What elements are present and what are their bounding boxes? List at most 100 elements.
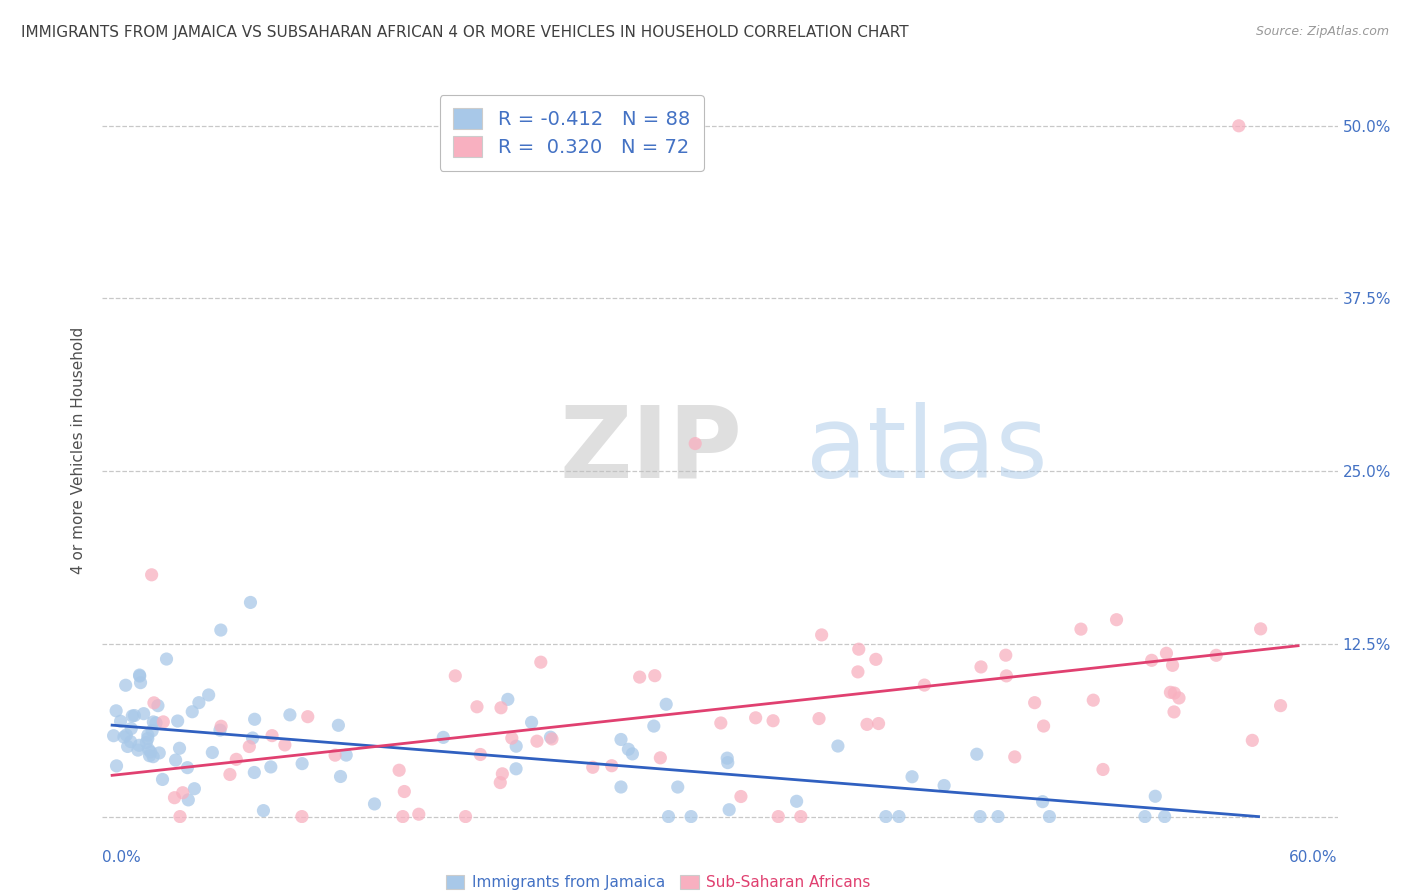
Legend: R = -0.412   N = 88, R =  0.320   N = 72: R = -0.412 N = 88, R = 0.320 N = 72 xyxy=(440,95,704,171)
Point xyxy=(1038,809,1060,823)
Point xyxy=(1241,733,1264,747)
Point xyxy=(610,780,633,794)
Point xyxy=(120,734,142,748)
Point xyxy=(142,696,165,710)
Point xyxy=(105,759,128,773)
Point xyxy=(297,709,319,723)
Point xyxy=(868,716,890,731)
Point xyxy=(323,748,346,763)
Point xyxy=(966,747,988,762)
Text: atlas: atlas xyxy=(807,402,1047,499)
Point xyxy=(117,739,139,754)
Point xyxy=(197,688,219,702)
Point xyxy=(252,804,274,818)
Point xyxy=(1083,693,1105,707)
Point xyxy=(987,809,1010,823)
Point xyxy=(530,655,553,669)
Point xyxy=(644,668,666,682)
Point xyxy=(146,698,169,713)
Point xyxy=(710,716,733,731)
Point xyxy=(489,700,512,714)
Point xyxy=(394,784,416,798)
Point xyxy=(846,665,869,679)
Point xyxy=(183,781,205,796)
Point xyxy=(932,779,955,793)
Point xyxy=(239,595,262,609)
Point xyxy=(1133,809,1156,823)
Point xyxy=(128,669,150,683)
Point xyxy=(865,652,887,666)
Point xyxy=(1140,653,1163,667)
Point xyxy=(1024,696,1046,710)
Point xyxy=(887,809,910,823)
Point xyxy=(238,739,260,754)
Point xyxy=(1004,750,1026,764)
Point xyxy=(848,642,870,657)
Point xyxy=(128,668,150,682)
Point xyxy=(1205,648,1227,663)
Point xyxy=(827,739,849,753)
Point xyxy=(112,730,135,744)
Point xyxy=(291,809,314,823)
Point xyxy=(260,729,283,743)
Point xyxy=(856,717,879,731)
Point xyxy=(768,809,790,823)
Point xyxy=(717,756,740,770)
Point xyxy=(169,809,191,823)
Point xyxy=(716,751,738,765)
Point xyxy=(657,809,679,823)
Point xyxy=(181,705,204,719)
Point xyxy=(1032,795,1054,809)
Point xyxy=(491,766,513,780)
Point xyxy=(541,731,564,746)
Point xyxy=(762,714,785,728)
Point xyxy=(994,648,1017,663)
Point xyxy=(1227,119,1250,133)
Point xyxy=(103,729,125,743)
Point xyxy=(501,731,523,746)
Point xyxy=(132,706,155,721)
Point xyxy=(208,723,231,738)
Point xyxy=(169,741,191,756)
Point xyxy=(995,669,1018,683)
Point xyxy=(121,709,143,723)
Point xyxy=(1163,705,1185,719)
Point xyxy=(187,696,209,710)
Y-axis label: 4 or more Vehicles in Household: 4 or more Vehicles in Household xyxy=(72,326,86,574)
Point xyxy=(1168,690,1191,705)
Point xyxy=(120,722,142,736)
Point xyxy=(142,714,165,729)
Point xyxy=(683,436,706,450)
Point xyxy=(163,790,186,805)
Point xyxy=(363,797,385,811)
Point xyxy=(666,780,689,794)
Point xyxy=(432,731,454,745)
Point xyxy=(127,743,149,757)
Point xyxy=(1032,719,1054,733)
Point xyxy=(148,746,170,760)
Point xyxy=(152,772,174,787)
Text: 0.0%: 0.0% xyxy=(103,850,141,865)
Point xyxy=(201,746,224,760)
Point xyxy=(166,714,188,728)
Point xyxy=(1161,658,1184,673)
Point xyxy=(110,714,132,729)
Point xyxy=(128,739,150,753)
Text: ZIP: ZIP xyxy=(560,402,742,499)
Point xyxy=(408,807,430,822)
Point xyxy=(155,652,177,666)
Point xyxy=(136,731,159,746)
Point xyxy=(617,742,640,756)
Point xyxy=(540,730,562,744)
Point xyxy=(520,715,543,730)
Point xyxy=(135,735,157,749)
Point xyxy=(335,748,357,763)
Point xyxy=(650,751,672,765)
Point xyxy=(643,719,665,733)
Point xyxy=(621,747,644,761)
Point xyxy=(291,756,314,771)
Point xyxy=(242,731,264,745)
Point xyxy=(139,745,162,759)
Point xyxy=(105,704,128,718)
Point xyxy=(681,809,703,823)
